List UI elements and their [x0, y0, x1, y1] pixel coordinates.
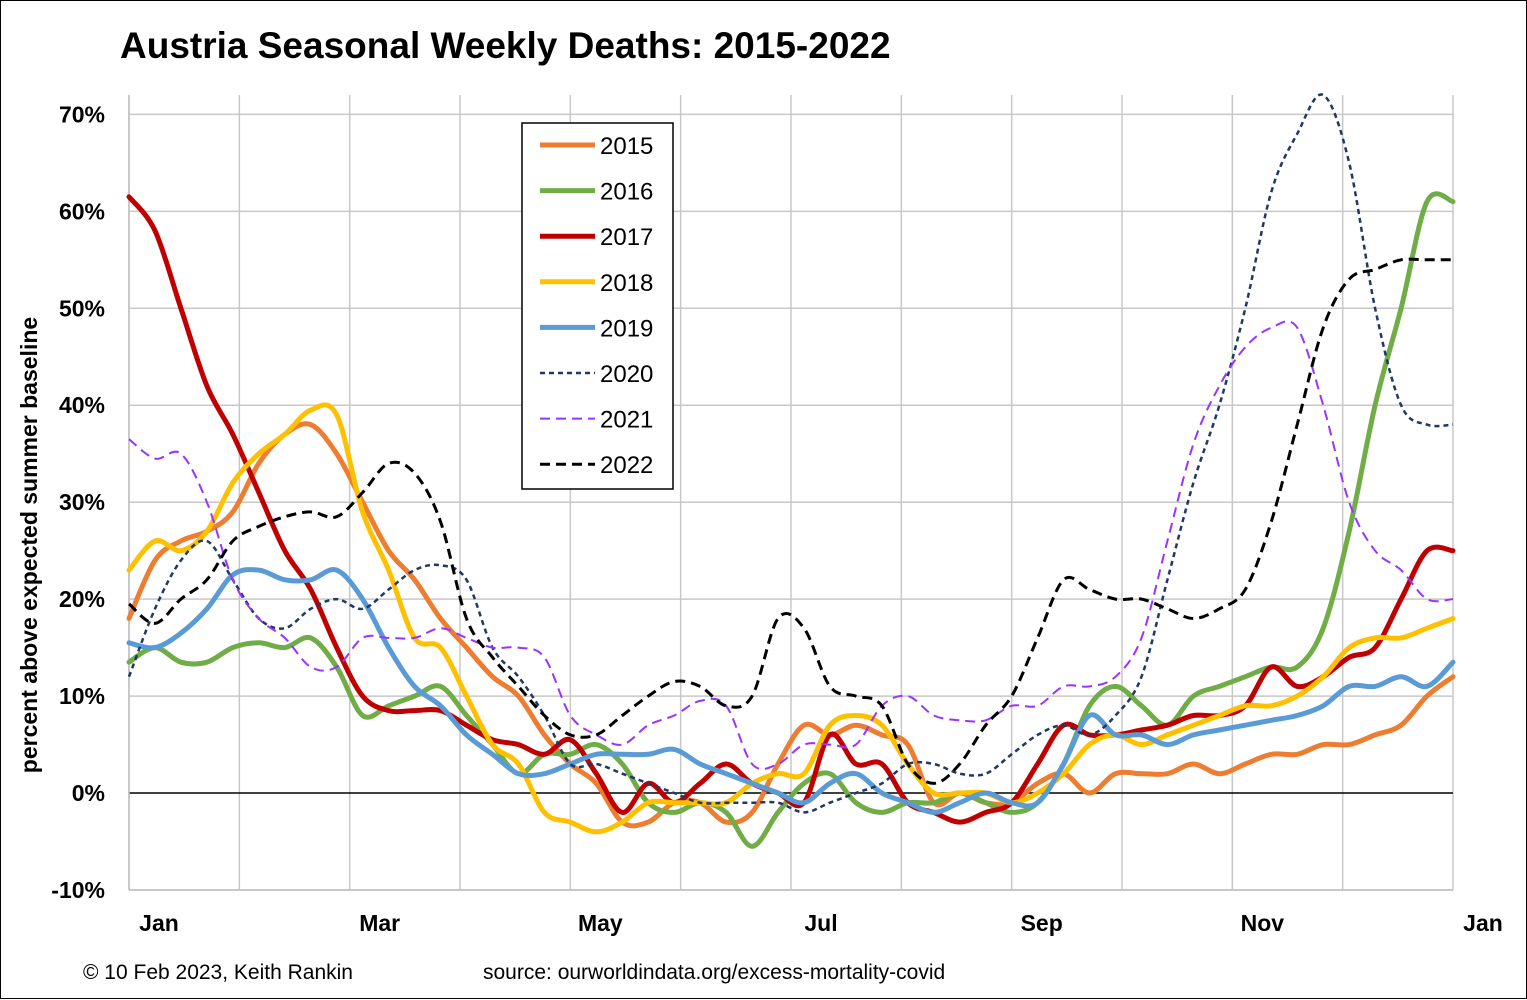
x-tick-label: Nov — [1241, 910, 1285, 936]
series-lines — [126, 93, 1456, 849]
series-line-2021 — [128, 320, 1454, 771]
x-tick-label: Jan — [139, 910, 179, 936]
y-axis-label: percent above expected summer baseline — [16, 317, 42, 773]
legend-label-2016: 2016 — [600, 179, 653, 206]
y-tick-label: 70% — [59, 101, 105, 127]
footer-copyright: © 10 Feb 2023, Keith Rankin — [83, 961, 353, 984]
y-tick-label: 60% — [59, 198, 105, 224]
legend-label-2017: 2017 — [600, 224, 653, 251]
x-tick-label: May — [578, 910, 623, 936]
footer-source: source: ourworldindata.org/excess-mortal… — [483, 961, 945, 984]
y-tick-label: 30% — [59, 489, 105, 515]
series-line-2018 — [126, 402, 1456, 835]
legend-label-2015: 2015 — [600, 133, 653, 160]
series-line-2020 — [127, 93, 1454, 814]
y-tick-label: 10% — [59, 683, 105, 709]
y-tick-label: 0% — [72, 780, 105, 806]
y-tick-label: 40% — [59, 392, 105, 418]
legend-label-2022: 2022 — [600, 452, 653, 479]
series-line-2016 — [126, 191, 1456, 849]
series-line-2022 — [128, 257, 1453, 785]
legend: 2015 2016 2017 2018 2019 2020 2021 2022 — [521, 122, 674, 490]
x-tick-label: Jan — [1463, 910, 1503, 936]
legend-box — [521, 122, 674, 490]
legend-label-2018: 2018 — [600, 270, 653, 297]
plot-border — [128, 95, 1453, 891]
y-tick-label: 50% — [59, 295, 105, 321]
y-tick-labels: -10% 0% 10% 20% 30% 40% 50% 60% 70% — [51, 101, 105, 903]
legend-label-2020: 2020 — [600, 361, 653, 388]
series-line-2019 — [126, 567, 1456, 815]
series-line-2015 — [126, 421, 1456, 829]
y-tick-label: 20% — [59, 586, 105, 612]
y-tick-label: -10% — [51, 877, 105, 903]
chart-title: Austria Seasonal Weekly Deaths: 2015-202… — [120, 25, 891, 66]
legend-label-2019: 2019 — [600, 315, 653, 342]
x-tick-labels: Jan Mar May Jul Sep Nov Jan — [139, 910, 1503, 936]
legend-label-2021: 2021 — [600, 407, 653, 434]
x-tick-label: Sep — [1021, 910, 1063, 936]
x-tick-label: Mar — [359, 910, 400, 936]
gridlines — [128, 95, 1454, 891]
x-tick-label: Jul — [804, 910, 837, 936]
